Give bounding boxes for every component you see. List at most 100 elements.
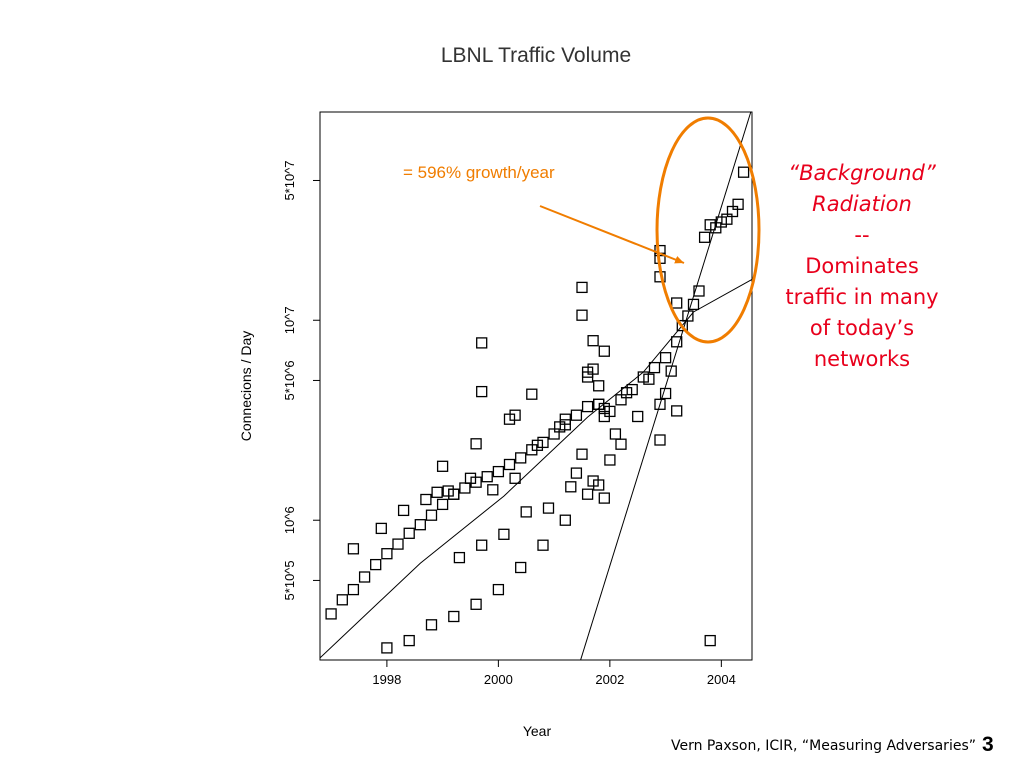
data-point xyxy=(698,231,711,243)
x-axis-label: Year xyxy=(523,723,552,739)
data-point xyxy=(693,285,705,297)
footer-citation: Vern Paxson, ICIR, “Measuring Adversarie… xyxy=(670,738,976,754)
x-tick-label: 2000 xyxy=(484,672,513,687)
chart-title: LBNL Traffic Volume xyxy=(440,44,632,67)
data-point xyxy=(615,438,627,450)
data-point xyxy=(520,506,532,518)
x-axis: 1998 2000 2002 2004 xyxy=(372,660,736,687)
data-point xyxy=(576,448,588,460)
data-point xyxy=(347,583,360,596)
data-point xyxy=(559,514,571,526)
data-point xyxy=(487,484,499,496)
note-line-6: of today’s xyxy=(809,316,915,340)
data-point xyxy=(414,519,426,531)
data-point xyxy=(587,335,599,347)
data-point xyxy=(687,298,700,311)
data-point xyxy=(576,281,588,294)
data-point xyxy=(531,439,544,451)
data-point xyxy=(648,361,661,374)
data-point xyxy=(542,502,555,514)
data-point xyxy=(436,460,449,472)
data-point xyxy=(704,634,716,647)
data-point xyxy=(392,538,404,550)
note-line-3: -- xyxy=(854,223,870,247)
data-point xyxy=(654,398,666,410)
data-point xyxy=(476,385,488,398)
data-point xyxy=(492,465,505,478)
data-point xyxy=(598,345,610,357)
data-point xyxy=(448,488,460,500)
x-tick-label: 2004 xyxy=(707,672,736,687)
data-point xyxy=(598,410,610,423)
data-point xyxy=(671,405,683,417)
data-point xyxy=(620,387,633,399)
data-point xyxy=(431,486,443,498)
data-point xyxy=(370,558,382,571)
data-point xyxy=(481,471,493,483)
data-point xyxy=(643,373,655,385)
data-point xyxy=(325,608,337,620)
data-point xyxy=(498,528,510,540)
note-line-2: Radiation xyxy=(812,192,912,216)
y-tick-label: 5*10^5 xyxy=(282,560,297,600)
data-point xyxy=(515,452,527,464)
background-radiation-note: “Background” Radiation -- Dominates traf… xyxy=(764,158,960,375)
y-axis: 5*10^5 10^6 5*10^6 10^7 5*10^7 xyxy=(282,160,320,600)
data-point xyxy=(375,522,387,535)
data-point xyxy=(587,475,599,487)
data-point xyxy=(420,493,432,506)
data-point xyxy=(537,539,549,551)
data-point xyxy=(476,337,488,349)
data-point xyxy=(581,371,594,383)
data-point xyxy=(453,551,466,564)
data-point xyxy=(659,352,672,364)
note-line-1: “Background” xyxy=(788,161,936,185)
data-point xyxy=(503,458,516,471)
slide-number: 3 xyxy=(982,733,994,756)
data-point xyxy=(381,642,393,654)
data-point xyxy=(654,434,666,446)
data-point xyxy=(570,467,583,479)
data-point xyxy=(397,504,410,517)
y-axis-label: Connecions / Day xyxy=(238,331,254,442)
data-point xyxy=(604,454,616,466)
note-line-5: traffic in many xyxy=(785,285,939,309)
data-point xyxy=(737,166,750,178)
data-point xyxy=(358,571,371,583)
data-point xyxy=(425,619,438,631)
data-point xyxy=(526,388,538,400)
data-point xyxy=(403,634,415,647)
data-point xyxy=(732,198,744,210)
data-point xyxy=(671,297,683,309)
data-point xyxy=(336,594,348,606)
data-point xyxy=(581,400,594,413)
data-point xyxy=(632,410,644,423)
data-point xyxy=(425,509,438,521)
data-point xyxy=(609,428,622,440)
data-point xyxy=(598,492,610,504)
data-point xyxy=(593,380,605,392)
data-point xyxy=(559,413,571,425)
data-point xyxy=(381,548,393,560)
data-point xyxy=(464,472,477,484)
data-point xyxy=(448,610,460,623)
growth-annotation: = 596% growth/year xyxy=(403,163,555,182)
data-point xyxy=(581,488,594,500)
highlight-ellipse xyxy=(655,116,761,344)
data-point xyxy=(436,498,449,511)
plot-frame xyxy=(319,111,753,661)
x-tick-label: 1998 xyxy=(372,672,401,687)
y-tick-label: 5*10^7 xyxy=(282,160,297,200)
data-point xyxy=(570,409,583,421)
x-tick-label: 2002 xyxy=(595,672,624,687)
y-tick-label: 5*10^6 xyxy=(282,360,297,400)
data-point xyxy=(676,319,688,332)
data-point xyxy=(459,482,471,494)
data-point xyxy=(565,481,577,493)
data-point xyxy=(403,527,415,539)
data-point xyxy=(659,387,672,400)
fit-line xyxy=(320,278,752,659)
growth-arrow xyxy=(539,205,685,264)
y-tick-label: 10^7 xyxy=(282,306,297,334)
